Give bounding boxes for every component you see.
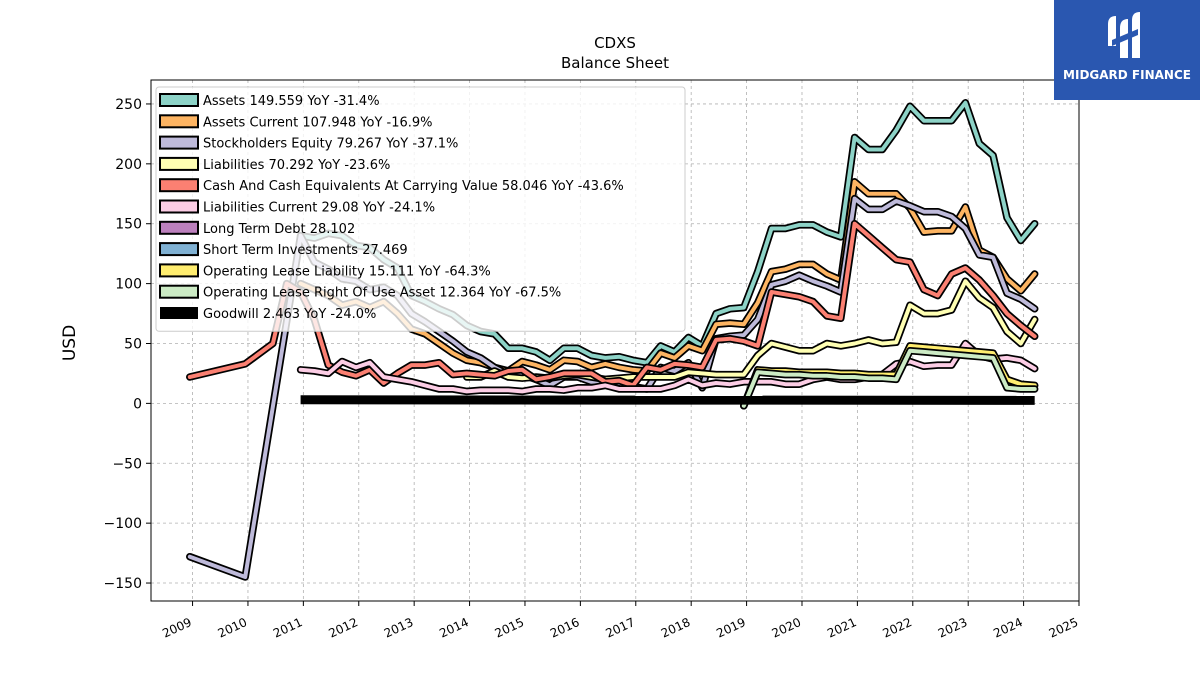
series-stroke [298, 341, 1037, 394]
chart-title: CDXS [594, 34, 636, 52]
legend-label: Operating Lease Right Of Use Asset 12.36… [203, 286, 561, 301]
y-tick-label: 100 [115, 277, 142, 293]
legend-swatch [160, 307, 198, 319]
x-tick-label: 2011 [271, 615, 305, 641]
y-axis-label: USD [60, 325, 80, 361]
legend-swatch [159, 220, 199, 235]
legend-entry: Goodwill 2.463 YoY -24.0% [160, 307, 376, 322]
legend-swatch [159, 93, 199, 107]
legend-swatch [159, 284, 199, 299]
x-tick-label: 2016 [548, 615, 582, 641]
x-tick-label: 2022 [880, 615, 914, 641]
legend-swatch [159, 199, 199, 214]
legend-label: Liabilities 70.292 YoY -23.6% [203, 158, 390, 173]
series-stroke [741, 348, 1037, 408]
logo-mark-icon [1108, 12, 1140, 58]
y-tick-label: 150 [115, 217, 142, 233]
brand-name: MIDGARD FINANCE [1063, 68, 1191, 82]
y-tick-label: 200 [115, 157, 142, 173]
legend-box [155, 86, 686, 332]
x-tick-label: 2014 [437, 615, 471, 641]
series-stroke [187, 221, 1037, 388]
legend-entry: Long Term Debt 28.102 [159, 220, 355, 237]
x-tick-label: 2012 [326, 615, 360, 641]
legend-swatch [159, 114, 199, 129]
legend-label: Short Term Investments 27.469 [203, 243, 408, 258]
legend-entry: Cash And Cash Equivalents At Carrying Va… [159, 178, 624, 194]
legend-label: Operating Lease Liability 15.111 YoY -64… [203, 264, 491, 279]
x-tick-label: 2020 [770, 615, 804, 641]
legend-entry: Operating Lease Right Of Use Asset 12.36… [159, 284, 561, 301]
legend-entry: Liabilities 70.292 YoY -23.6% [159, 156, 390, 173]
x-tick-label: 2013 [382, 615, 416, 641]
x-tick-label: 2021 [825, 615, 859, 641]
x-tick-label: 2024 [991, 615, 1025, 641]
series-line-4 [186, 219, 1039, 390]
legend-label: Assets Current 107.948 YoY -16.9% [203, 115, 433, 130]
y-tick-label: −100 [104, 516, 142, 532]
chart-subtitle: Balance Sheet [561, 54, 669, 72]
x-tick-label: 2018 [659, 615, 693, 641]
y-tick-label: 250 [115, 97, 142, 113]
y-tick-label: −150 [104, 576, 142, 592]
legend-swatch [159, 263, 199, 278]
plot-frame [150, 79, 1080, 602]
x-tick-label: 2019 [714, 615, 748, 641]
legend-swatch [159, 242, 199, 257]
y-tick-label: −50 [112, 456, 142, 472]
series-line-10 [300, 395, 1035, 405]
legend-entry: Operating Lease Liability 15.111 YoY -64… [159, 263, 491, 279]
legend-entry: Assets Current 107.948 YoY -16.9% [159, 114, 433, 130]
series-line-5 [296, 339, 1039, 396]
legend-label: Goodwill 2.463 YoY -24.0% [203, 307, 376, 322]
legend-entry: Liabilities Current 29.08 YoY -24.1% [159, 199, 435, 216]
series-line-1 [296, 178, 1039, 375]
y-tick-label: 50 [124, 336, 142, 352]
x-tick-label: 2017 [603, 615, 637, 641]
legend-swatch [159, 135, 199, 150]
legend: Assets 149.559 YoY -31.4% Assets Current … [155, 86, 686, 332]
brand-logo: MIDGARD FINANCE [1054, 0, 1200, 100]
legend-label: Cash And Cash Equivalents At Carrying Va… [203, 179, 624, 194]
legend-label: Stockholders Equity 79.267 YoY -37.1% [203, 137, 458, 152]
x-tick-label: 2010 [216, 615, 250, 641]
x-tick-label: 2015 [493, 615, 527, 641]
series-line-9 [740, 346, 1039, 410]
y-tick-label: 0 [133, 396, 142, 412]
x-tick-label: 2025 [1047, 615, 1081, 641]
legend-swatch [159, 156, 199, 171]
x-tick-label: 2009 [160, 615, 194, 641]
legend-label: Assets 149.559 YoY -31.4% [203, 94, 380, 109]
legend-entry: Assets 149.559 YoY -31.4% [159, 93, 380, 109]
legend-entry: Stockholders Equity 79.267 YoY -37.1% [159, 135, 458, 152]
legend-label: Long Term Debt 28.102 [203, 222, 355, 237]
legend-label: Liabilities Current 29.08 YoY -24.1% [203, 201, 435, 216]
legend-swatch [159, 178, 199, 193]
legend-entry: Short Term Investments 27.469 [159, 242, 408, 258]
series-stroke [298, 179, 1037, 373]
x-tick-label: 2023 [936, 615, 970, 641]
